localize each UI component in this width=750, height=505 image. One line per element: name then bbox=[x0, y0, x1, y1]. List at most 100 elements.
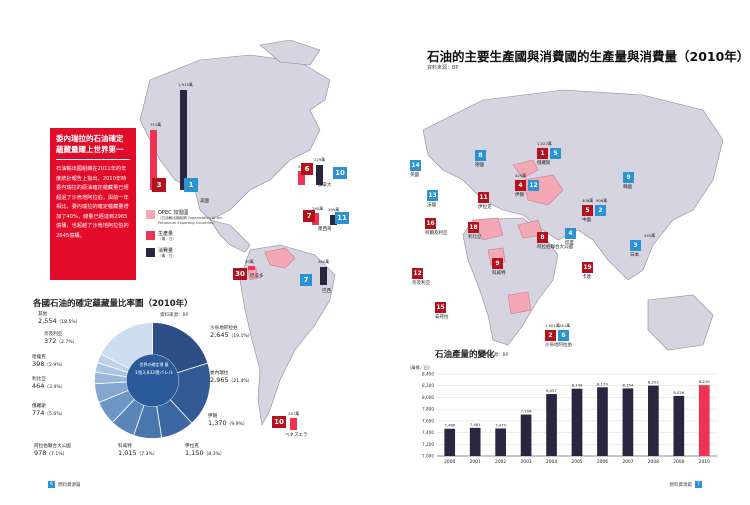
production-swatch bbox=[146, 231, 155, 240]
legend-consumption: 消費量 （萬／日） bbox=[146, 247, 236, 259]
legend-cons-unit: （萬／日） bbox=[158, 253, 176, 258]
seg-value: 978 bbox=[34, 449, 47, 457]
country-label: 日本 bbox=[630, 253, 639, 258]
seg-name: 阿拉伯聯合大公國 bbox=[34, 444, 71, 449]
y-tick-label: 7,200 bbox=[422, 442, 434, 447]
seg-name: 奈及利亞 bbox=[44, 332, 63, 337]
footer-left: 6 燃料資源篇 bbox=[45, 481, 81, 488]
eastern-hemisphere-map bbox=[422, 89, 724, 351]
mexico-production-bar bbox=[312, 213, 319, 225]
seg-label-uae: 阿拉伯聯合大公國 978（7.1%） bbox=[34, 443, 71, 458]
bar-value-label: 8,149 bbox=[572, 383, 583, 388]
production-value: 1,001萬 bbox=[545, 323, 560, 328]
reserves-chart-title: 各國石油的確定蘊藏量比率圖（2010年） bbox=[33, 299, 193, 309]
seg-value: 2,965 bbox=[210, 376, 229, 384]
production-bar-chart: （萬桶／日） 7,000 7,200 7,400 7,600 7,800 8,000 8,20… bbox=[407, 364, 717, 465]
seg-value: 2,645 bbox=[210, 331, 229, 339]
opec-swatch bbox=[146, 210, 155, 219]
usa-cons-value: 1,915萬 bbox=[178, 82, 193, 87]
usa-consumption-bar bbox=[180, 90, 187, 190]
legend-opec-sub: （石油輸出國組織 Organization of the Petroleum E… bbox=[158, 216, 223, 225]
seg-value: 372 bbox=[44, 337, 57, 345]
country-label: 伊拉克 bbox=[478, 205, 492, 210]
seg-label-nigeria: 奈及利亞 372（2.7%） bbox=[44, 331, 77, 346]
page-source: 資料來源：BP bbox=[427, 65, 459, 71]
seg-label-kazakhstan: 哈薩克 398（2.9%） bbox=[32, 354, 65, 369]
seg-label-iraq: 伊拉克 1,150（8.3%） bbox=[185, 443, 224, 458]
x-tick-label: 2001 bbox=[470, 459, 481, 465]
seg-name: 伊朗 bbox=[208, 414, 218, 419]
y-tick-label: 7,400 bbox=[422, 430, 434, 435]
seg-value: 1,015 bbox=[118, 449, 137, 457]
seg-name: 俄羅斯 bbox=[32, 404, 46, 409]
legend-cons-label: 消費量 bbox=[158, 247, 174, 254]
brazil-cons-value: 260萬 bbox=[318, 259, 330, 264]
production-value: 425萬 bbox=[515, 173, 527, 178]
production-bar bbox=[495, 428, 506, 456]
production-rank-badge: 16 bbox=[425, 218, 436, 229]
seg-name: 哈薩克 bbox=[32, 355, 46, 360]
seg-pct: （9.9%） bbox=[226, 422, 248, 427]
mexico-label: 墨西哥 bbox=[318, 227, 332, 232]
bar-value-label: 7,481 bbox=[470, 422, 481, 427]
production-bar bbox=[698, 385, 710, 456]
seg-name: 伊拉克 bbox=[185, 444, 199, 449]
seg-name: 委內瑞拉 bbox=[210, 371, 229, 376]
consumption-value: 445萬 bbox=[644, 233, 656, 238]
country-label: 伊朗 bbox=[515, 193, 524, 198]
bar-value-label: 8,057 bbox=[546, 388, 557, 393]
venezuela-reserves-note: 委內瑞拉的石油確定蘊藏量躍上世界第一 石油輸出國組織在2011年的年度統計報告上… bbox=[50, 128, 136, 280]
bar-value-label: 8,202 bbox=[648, 380, 659, 385]
seg-value: 774 bbox=[32, 409, 45, 417]
seg-pct: （18.5%） bbox=[56, 320, 81, 325]
usa-production-bar bbox=[150, 130, 157, 190]
production-bar bbox=[469, 427, 481, 456]
usa-cons-rank: 1 bbox=[184, 178, 198, 192]
consumption-rank-badge: 2 bbox=[595, 205, 606, 216]
x-tick-label: 2003 bbox=[520, 459, 531, 465]
mexico-consumption-bar bbox=[330, 215, 337, 225]
seg-pct: （19.1%） bbox=[228, 334, 253, 339]
reserves-donut bbox=[94, 322, 211, 439]
footer-right: 燃料資源篇 7 bbox=[670, 481, 706, 488]
production-chart-source: 資料來源：BP bbox=[480, 353, 509, 358]
seg-name: 其他 bbox=[38, 312, 48, 317]
bar-value-label: 8,173 bbox=[597, 381, 608, 386]
seg-pct: （2.7%） bbox=[56, 340, 78, 345]
seg-value: 2,554 bbox=[38, 317, 57, 325]
seg-name: 科威特 bbox=[118, 444, 132, 449]
venezuela-label: ベネズエラ bbox=[285, 433, 308, 438]
country-label: 韓國 bbox=[623, 185, 632, 190]
production-bar bbox=[571, 388, 583, 456]
bar-value-label: 8,154 bbox=[622, 382, 633, 387]
production-rank-badge: 8 bbox=[537, 232, 548, 243]
bar-value-label: 8,210 bbox=[699, 379, 710, 384]
bar-value-label: 8,026 bbox=[673, 390, 684, 395]
country-label: 中國 bbox=[582, 218, 591, 223]
note-divider bbox=[56, 159, 130, 160]
production-rank-badge: 1 bbox=[537, 148, 548, 159]
map-legend: OPEC 加盟國 （石油輸出國組織 Organization of the Pe… bbox=[146, 210, 236, 264]
y-tick-label: 7,800 bbox=[422, 407, 434, 412]
production-bar bbox=[622, 388, 634, 456]
brazil-cons-rank: 7 bbox=[300, 274, 312, 286]
legend-prod-label: 生產量 bbox=[158, 231, 174, 237]
production-bar bbox=[648, 385, 659, 456]
seg-value: 464 bbox=[32, 382, 45, 390]
x-tick-label: 2004 bbox=[546, 459, 557, 465]
mexico-cons-rank: 11 bbox=[335, 212, 349, 224]
country-label: 卡達 bbox=[582, 275, 591, 280]
consumption-rank-badge: 8 bbox=[475, 150, 486, 161]
canada-production-bar bbox=[298, 171, 305, 185]
x-tick-label: 2005 bbox=[571, 459, 582, 465]
country-label: 法國 bbox=[427, 203, 436, 208]
production-rank-badge: 19 bbox=[582, 262, 593, 273]
consumption-rank-badge: 5 bbox=[550, 148, 561, 159]
country-label: 阿爾及利亞 bbox=[425, 231, 448, 236]
legend-production: 生產量 （萬／日） bbox=[146, 231, 236, 242]
usa-bars: 751萬 1,915萬 bbox=[150, 80, 193, 190]
mexico-cons-value: 199萬 bbox=[328, 207, 340, 212]
right-page: 石油的主要生產國與消費國的生產量與消費量（2010年） 資料來源：BP 1 5 俄羅… bbox=[375, 0, 750, 505]
consumption-rank-badge: 9 bbox=[623, 172, 634, 183]
x-tick-label: 2010 bbox=[699, 459, 710, 465]
